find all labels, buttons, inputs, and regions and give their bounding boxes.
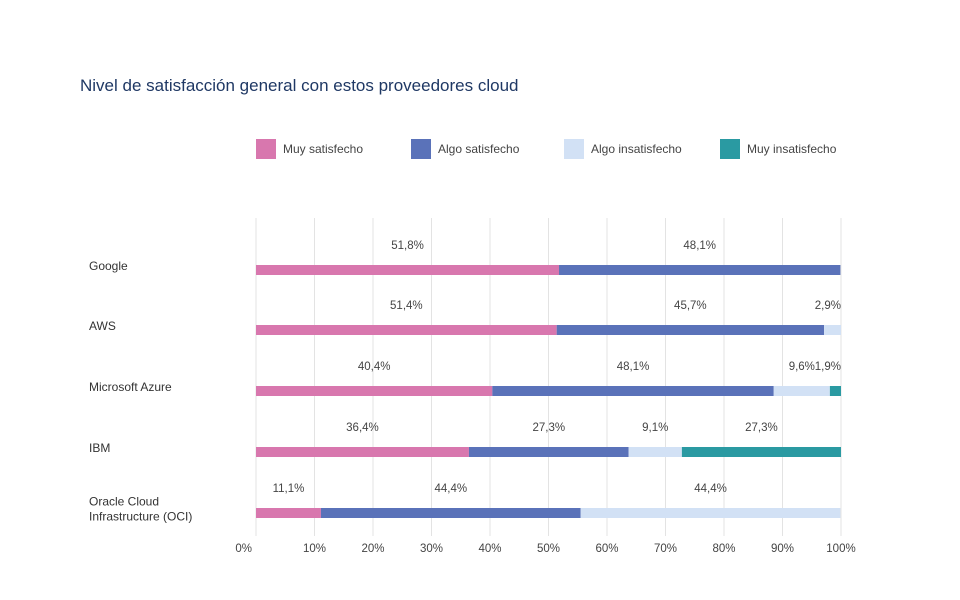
category-label: IBM — [89, 441, 110, 455]
legend-label-muy-satisfecho: Muy satisfecho — [283, 142, 363, 156]
value-labels: 51,8% 48,1% 51,4% 45,7% 2,9% 40,4% 48,1% 9,6% 1,… — [273, 240, 841, 495]
category-label: AWS — [89, 319, 116, 333]
category-label: Oracle Cloud — [89, 495, 159, 509]
x-tick-label: 10% — [303, 543, 326, 555]
x-tick-label: 80% — [712, 543, 735, 555]
bar-segment-muy-satisfecho — [256, 325, 557, 335]
legend-label-algo-satisfecho: Algo satisfecho — [438, 142, 520, 156]
x-tick-label: 30% — [420, 543, 443, 555]
legend: Muy satisfecho Algo satisfecho Algo insati… — [256, 139, 837, 159]
data-label: 36,4% — [346, 422, 379, 434]
data-label: 51,4% — [390, 300, 423, 312]
legend-swatch-muy-satisfecho — [256, 139, 276, 159]
category-label: Infrastructure (OCI) — [89, 510, 192, 524]
bar-segment-algo-satisfecho — [556, 325, 825, 335]
bar-segment-muy-insatisfecho — [681, 447, 841, 457]
x-tick-label: 90% — [771, 543, 794, 555]
data-label: 2,9% — [815, 300, 841, 312]
data-label: 11,1% — [273, 483, 305, 495]
legend-swatch-muy-insatisfecho — [720, 139, 740, 159]
x-tick-label: 0% — [235, 543, 252, 555]
legend-swatch-algo-satisfecho — [411, 139, 431, 159]
data-label: 45,7% — [674, 300, 707, 312]
data-label: 44,4% — [435, 483, 468, 495]
bar-segment-muy-satisfecho — [256, 508, 321, 518]
x-tick-label: 50% — [537, 543, 560, 555]
data-label: 1,9% — [815, 361, 841, 373]
data-label: 44,4% — [694, 483, 727, 495]
x-tick-label: 70% — [654, 543, 677, 555]
bar-segment-algo-insatisfecho — [773, 386, 830, 396]
bars — [256, 265, 841, 518]
bar-segment-algo-satisfecho — [320, 508, 581, 518]
data-label: 48,1% — [683, 240, 716, 252]
data-label: 48,1% — [617, 361, 650, 373]
bar-segment-algo-insatisfecho — [580, 508, 841, 518]
data-label: 9,6% — [789, 361, 815, 373]
bar-segment-algo-insatisfecho — [628, 447, 682, 457]
bar-segment-algo-satisfecho — [559, 265, 841, 275]
bar-segment-muy-satisfecho — [256, 265, 560, 275]
bar-segment-muy-satisfecho — [256, 447, 469, 457]
legend-swatch-algo-insatisfecho — [564, 139, 584, 159]
data-label: 51,8% — [391, 240, 424, 252]
bar-segment-muy-satisfecho — [256, 386, 493, 396]
x-tick-label: 40% — [478, 543, 501, 555]
bar-segment-muy-insatisfecho — [829, 386, 841, 396]
legend-label-algo-insatisfecho: Algo insatisfecho — [591, 142, 682, 156]
x-axis-ticks: 0% 10% 20% 30% 40% 50% 60% 70% 80% 90% 100% — [235, 543, 855, 555]
category-label: Google — [89, 259, 128, 273]
bar-segment-algo-satisfecho — [492, 386, 774, 396]
x-tick-label: 20% — [361, 543, 384, 555]
data-label: 27,3% — [532, 422, 565, 434]
legend-label-muy-insatisfecho: Muy insatisfecho — [747, 142, 837, 156]
data-label: 9,1% — [642, 422, 668, 434]
category-label: Microsoft Azure — [89, 380, 172, 394]
x-tick-label: 100% — [826, 543, 855, 555]
x-tick-label: 60% — [595, 543, 618, 555]
data-label: 40,4% — [358, 361, 391, 373]
data-label: 27,3% — [745, 422, 778, 434]
chart-title: Nivel de satisfacción general con estos … — [80, 76, 519, 95]
category-labels: Google AWS Microsoft Azure IBM Oracle CloudI… — [89, 259, 192, 524]
bar-segment-algo-insatisfecho — [824, 325, 841, 335]
bar-segment-algo-satisfecho — [468, 447, 629, 457]
